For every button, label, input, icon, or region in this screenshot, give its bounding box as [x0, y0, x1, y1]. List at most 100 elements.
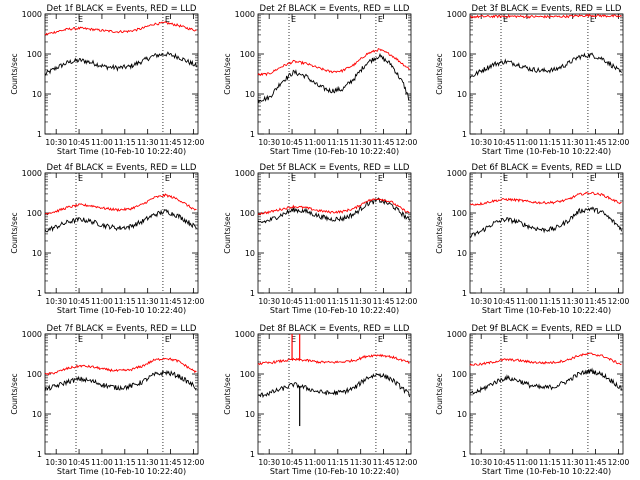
- x-tick-label: 10:45: [281, 297, 303, 306]
- x-axis-label: Start Time (10-Feb-10 10:22:40): [57, 147, 186, 156]
- y-tick-label: 10: [245, 249, 255, 258]
- x-tick-label: 11:45: [373, 138, 395, 147]
- plot-frame: [469, 333, 624, 455]
- chart-title: Det 2f BLACK = Events, RED = LLD: [260, 4, 410, 14]
- y-axis-label: Counts/sec: [435, 212, 444, 253]
- series-lld-line: [44, 357, 197, 376]
- x-tick-label: 11:45: [160, 458, 182, 467]
- chart-panel-9: Det 9f BLACK = Events, RED = LLD 1 10 100 10…: [435, 324, 629, 476]
- y-tick-label: 1000: [447, 169, 467, 178]
- chart-panel-2: Det 2f BLACK = Events, RED = LLD 1 10 100 10…: [223, 4, 417, 156]
- x-tick-label: 12:00: [396, 138, 418, 147]
- x-axis-label: Start Time (10-Feb-10 10:22:40): [482, 306, 611, 315]
- x-tick-label: 11:15: [327, 297, 349, 306]
- x-tick-label: 11:00: [91, 458, 113, 467]
- y-axis-label: Counts/sec: [435, 373, 444, 414]
- x-tick-label: 12:00: [608, 297, 630, 306]
- x-tick-label: 10:30: [258, 458, 280, 467]
- x-tick-label: 11:45: [585, 297, 607, 306]
- y-axis-label: Counts/sec: [223, 53, 232, 94]
- x-tick-label: 11:30: [137, 297, 159, 306]
- y-tick-label: 1: [462, 130, 467, 139]
- y-tick-label: 100: [240, 50, 255, 59]
- x-axis-label: Start Time (10-Feb-10 10:22:40): [57, 306, 186, 315]
- plot-frame: [257, 13, 412, 135]
- y-tick-label: 1: [37, 130, 42, 139]
- chart-title: Det 9f BLACK = Events, RED = LLD: [472, 324, 622, 334]
- x-tick-label: 11:30: [350, 458, 372, 467]
- plot-frame: [257, 333, 412, 455]
- x-tick-label: 10:30: [470, 138, 492, 147]
- series-events-line: [44, 209, 197, 233]
- x-tick-label: 12:00: [183, 297, 205, 306]
- x-axis-label: Start Time (10-Feb-10 10:22:40): [482, 467, 611, 476]
- series-events-line: [44, 51, 197, 76]
- x-tick-label: 11:15: [539, 458, 561, 467]
- chart-panel-5: Det 5f BLACK = Events, RED = LLD 1 10 100 10…: [223, 163, 417, 315]
- event-marker-label: E: [590, 174, 595, 183]
- x-tick-label: 11:45: [160, 297, 182, 306]
- y-tick-label: 1: [37, 450, 42, 459]
- y-tick-label: 1: [250, 289, 255, 298]
- series-lld-line: [257, 353, 410, 366]
- series-lld-line: [44, 193, 197, 215]
- y-axis-label: Counts/sec: [435, 53, 444, 94]
- event-marker-label: E: [165, 15, 170, 24]
- y-tick-label: 10: [457, 90, 467, 99]
- chart-panel-4: Det 4f BLACK = Events, RED = LLD 1 10 100 10…: [10, 163, 204, 315]
- x-tick-label: 11:15: [539, 297, 561, 306]
- x-axis-label: Start Time (10-Feb-10 10:22:40): [270, 147, 399, 156]
- series-lld-line: [469, 352, 622, 366]
- x-tick-label: 11:45: [373, 297, 395, 306]
- x-tick-label: 10:45: [68, 458, 90, 467]
- x-tick-label: 11:45: [585, 458, 607, 467]
- y-axis-label: Counts/sec: [10, 373, 19, 414]
- x-axis-label: Start Time (10-Feb-10 10:22:40): [57, 467, 186, 476]
- x-axis-label: Start Time (10-Feb-10 10:22:40): [270, 467, 399, 476]
- x-tick-label: 10:45: [68, 297, 90, 306]
- x-tick-label: 10:30: [45, 297, 67, 306]
- series-events-line: [44, 369, 197, 392]
- y-tick-label: 1: [37, 289, 42, 298]
- x-tick-label: 10:45: [493, 458, 515, 467]
- y-tick-label: 1000: [22, 169, 42, 178]
- event-marker-label: E: [590, 335, 595, 344]
- series-events-line: [257, 52, 410, 103]
- x-tick-label: 10:45: [68, 138, 90, 147]
- series-events-line: [469, 52, 622, 79]
- y-tick-label: 10: [32, 410, 42, 419]
- y-tick-label: 10: [457, 249, 467, 258]
- y-tick-label: 1000: [235, 169, 255, 178]
- x-tick-label: 11:30: [562, 297, 584, 306]
- series-events-line: [469, 367, 622, 395]
- x-tick-label: 11:45: [160, 138, 182, 147]
- y-tick-label: 10: [457, 410, 467, 419]
- y-axis-label: Counts/sec: [10, 53, 19, 94]
- plot-frame: [257, 172, 412, 294]
- event-marker-label: E: [378, 15, 383, 24]
- x-tick-label: 12:00: [396, 297, 418, 306]
- event-marker-label: E: [378, 174, 383, 183]
- x-tick-label: 11:30: [562, 458, 584, 467]
- chart-panel-1: Det 1f BLACK = Events, RED = LLD 1 10 100 10…: [10, 4, 204, 156]
- y-tick-label: 1: [462, 450, 467, 459]
- event-marker-label: E: [78, 15, 83, 24]
- chart-title: Det 5f BLACK = Events, RED = LLD: [260, 163, 410, 173]
- x-tick-label: 11:15: [114, 458, 136, 467]
- chart-title: Det 7f BLACK = Events, RED = LLD: [47, 324, 197, 334]
- series-lld-line: [469, 191, 622, 206]
- x-tick-label: 11:00: [516, 297, 538, 306]
- y-axis-label: Counts/sec: [10, 212, 19, 253]
- y-tick-label: 10: [32, 249, 42, 258]
- event-marker-label: E: [165, 174, 170, 183]
- event-marker-label: E: [291, 15, 296, 24]
- y-axis-label: Counts/sec: [223, 212, 232, 253]
- y-tick-label: 100: [27, 370, 42, 379]
- series-lld-line: [44, 21, 197, 36]
- event-marker-label: E: [78, 174, 83, 183]
- x-axis-label: Start Time (10-Feb-10 10:22:40): [482, 147, 611, 156]
- x-tick-label: 10:45: [281, 138, 303, 147]
- x-tick-label: 11:30: [562, 138, 584, 147]
- y-tick-label: 1: [250, 450, 255, 459]
- x-tick-label: 11:45: [585, 138, 607, 147]
